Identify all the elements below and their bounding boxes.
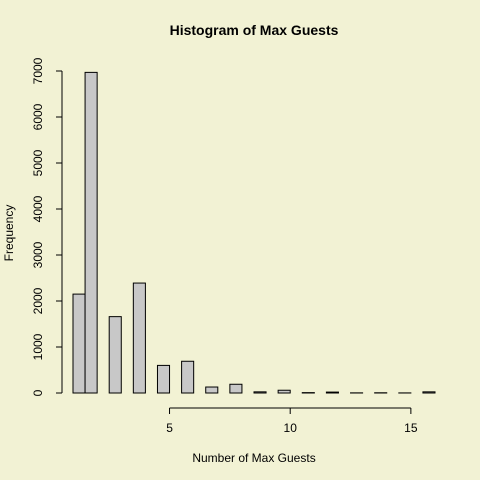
histogram-bar (205, 386, 219, 394)
histogram-bar (108, 316, 122, 394)
histogram-bar (325, 391, 339, 394)
y-tick-label: 5000 (31, 149, 45, 176)
y-tick-label: 2000 (31, 287, 45, 314)
y-tick-label: 3000 (31, 241, 45, 268)
y-tick-label: 0 (31, 389, 45, 396)
histogram-bar (132, 282, 146, 394)
x-tick-label: 10 (284, 421, 298, 435)
histogram-bar (277, 389, 291, 394)
y-tick-label: 7000 (31, 57, 45, 84)
histogram-bar (72, 293, 86, 394)
y-axis: 0 1000 2000 3000 4000 5000 6000 7000 (31, 57, 63, 396)
y-tick-label: 4000 (31, 195, 45, 222)
y-axis-label: Frequency (2, 205, 16, 262)
histogram-bar (229, 383, 243, 394)
x-axis-label: Number of Max Guests (192, 451, 315, 465)
x-tick-label: 15 (404, 421, 418, 435)
y-tick-label: 1000 (31, 333, 45, 360)
chart-title: Histogram of Max Guests (170, 22, 339, 38)
x-axis: 5 10 15 (166, 407, 418, 435)
x-tick-label: 5 (166, 421, 173, 435)
histogram-bar (84, 71, 98, 394)
histogram-bar (181, 360, 195, 394)
y-tick-label: 6000 (31, 103, 45, 130)
bars-group (72, 71, 436, 394)
histogram-bar (422, 391, 436, 394)
histogram-bar (253, 391, 267, 394)
histogram-bar (156, 364, 171, 394)
